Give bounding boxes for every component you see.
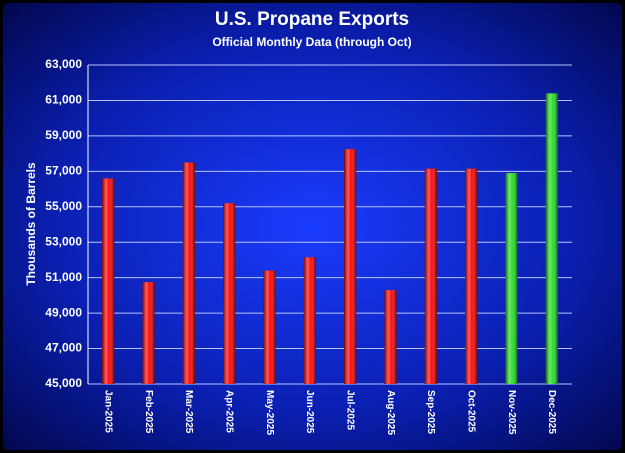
- x-tick-label: Sep-2025: [425, 390, 436, 434]
- bar-shine: [263, 270, 276, 384]
- x-tick-label: Jul-2025: [345, 390, 356, 430]
- x-tick-label: Mar-2025: [183, 390, 194, 434]
- y-tick-label: 61,000: [45, 93, 82, 107]
- chart-subtitle: Official Monthly Data (through Oct): [212, 35, 411, 49]
- bar-shine: [223, 203, 236, 384]
- y-tick-label: 57,000: [45, 164, 82, 178]
- bar-shine: [465, 168, 478, 384]
- x-tick-label: Aug-2025: [385, 390, 396, 435]
- bar-shine: [384, 290, 397, 384]
- y-tick-label: 55,000: [45, 199, 82, 213]
- bar-shine: [182, 162, 195, 384]
- x-tick-label: Dec-2025: [546, 390, 557, 434]
- x-tick-label: Jun-2025: [304, 390, 315, 434]
- y-tick-label: 49,000: [45, 305, 82, 319]
- x-tick-label: Nov-2025: [506, 390, 517, 435]
- bar-shine: [505, 173, 518, 384]
- y-tick-label: 63,000: [45, 57, 82, 71]
- y-axis-label: Thousands of Barrels: [24, 162, 38, 286]
- y-tick-label: 53,000: [45, 234, 82, 248]
- bar-shine: [142, 282, 155, 384]
- y-tick-label: 47,000: [45, 341, 82, 355]
- y-tick-label: 59,000: [45, 128, 82, 142]
- chart-title: U.S. Propane Exports: [215, 9, 409, 30]
- bar-shine: [102, 178, 115, 384]
- x-tick-label: Feb-2025: [143, 390, 154, 434]
- y-tick-label: 45,000: [45, 376, 82, 390]
- bar-shine: [424, 168, 437, 384]
- y-tick-label: 51,000: [45, 270, 82, 284]
- x-tick-label: Jan-2025: [103, 390, 114, 433]
- x-tick-label: Oct-2025: [466, 390, 477, 433]
- bar-shine: [545, 93, 558, 384]
- bar-shine: [303, 257, 316, 384]
- x-tick-label: May-2025: [264, 390, 275, 435]
- bar-shine: [344, 149, 357, 384]
- x-tick-label: Apr-2025: [224, 390, 235, 433]
